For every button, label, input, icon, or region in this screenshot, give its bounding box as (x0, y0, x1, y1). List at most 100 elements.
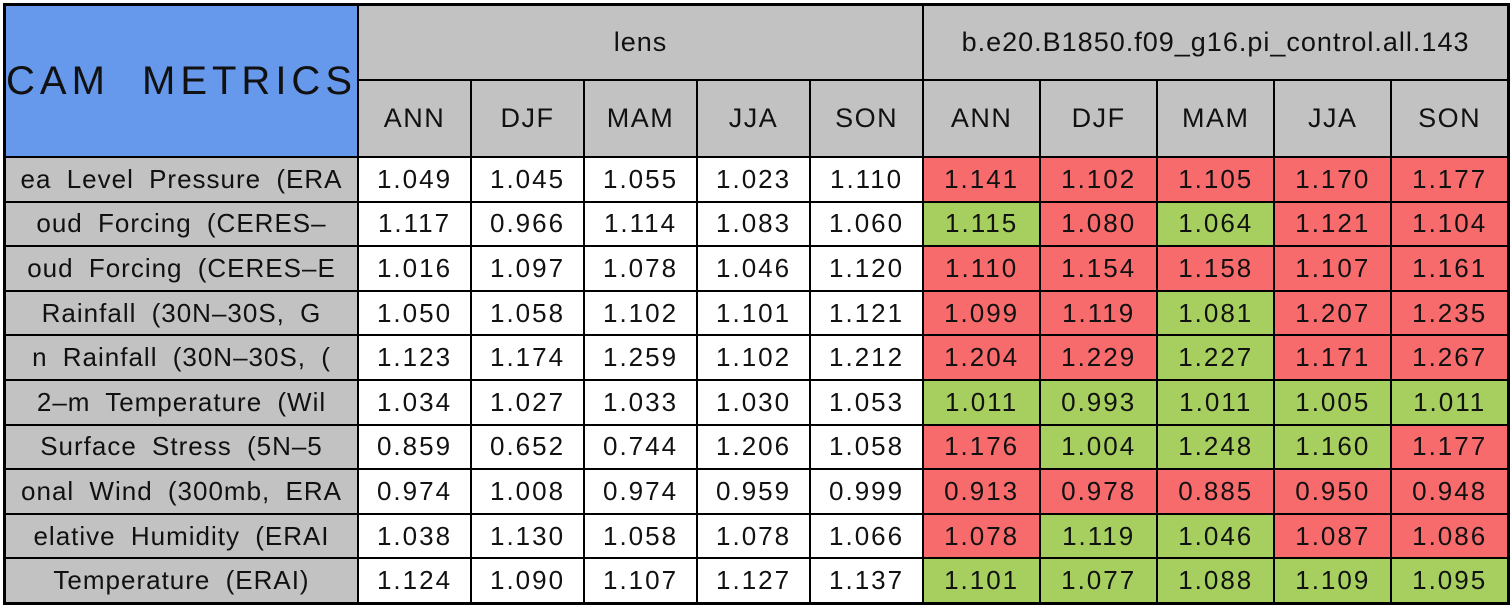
lens-value-cell: 1.130 (470, 512, 586, 560)
case-value-cell-red: 1.141 (922, 156, 1042, 203)
season-header-lens-ann: ANN (356, 78, 473, 159)
case-value-cell-red: 1.121 (1273, 200, 1393, 248)
case-value-cell-red: 1.158 (1156, 245, 1276, 292)
lens-value-cell: 1.090 (470, 557, 586, 605)
lens-value-cell: 1.053 (809, 378, 925, 426)
season-header-case-djf: DJF (1039, 78, 1159, 159)
case-value-cell-red: 1.177 (1390, 156, 1510, 203)
case-value-cell-red: 1.177 (1390, 423, 1510, 471)
case-value-cell-green: 1.064 (1156, 200, 1276, 248)
case-value-cell-red: 1.102 (1039, 156, 1159, 203)
lens-value-cell: 0.974 (356, 468, 473, 515)
case-value-cell-red: 1.104 (1390, 200, 1510, 248)
case-value-cell-red: 1.086 (1390, 512, 1510, 560)
case-value-cell-green: 1.109 (1273, 557, 1393, 605)
lens-value-cell: 1.110 (809, 156, 925, 203)
case-value-cell-green: 1.088 (1156, 557, 1276, 605)
cam-metrics-table: CAM METRICS lens b.e20.B1850.f09_g16.pi_… (3, 3, 1510, 605)
case-value-cell-red: 1.078 (922, 512, 1042, 560)
group-header-case: b.e20.B1850.f09_g16.pi_control.all.143 (922, 3, 1510, 81)
lens-value-cell: 1.121 (809, 289, 925, 337)
lens-value-cell: 1.078 (583, 245, 699, 292)
lens-value-cell: 1.114 (583, 200, 699, 248)
case-value-cell-red: 0.885 (1156, 468, 1276, 515)
case-value-cell-red: 1.110 (922, 245, 1042, 292)
cam-metrics-table-container: CAM METRICS lens b.e20.B1850.f09_g16.pi_… (3, 3, 1510, 605)
case-value-cell-green: 1.248 (1156, 423, 1276, 471)
lens-value-cell: 1.008 (470, 468, 586, 515)
metric-row: elative Humidity (ERAI 1.038 1.130 1.058 1.0… (3, 512, 1510, 560)
case-value-cell-red: 0.913 (922, 468, 1042, 515)
case-value-cell-red: 1.229 (1039, 334, 1159, 381)
case-value-cell-red: 1.107 (1273, 245, 1393, 292)
metric-row: oud Forcing (CERES–E 1.016 1.097 1.078 1.046… (3, 245, 1510, 292)
lens-value-cell: 0.974 (583, 468, 699, 515)
lens-value-cell: 1.259 (583, 334, 699, 381)
case-value-cell-red: 1.204 (922, 334, 1042, 381)
metric-label-cell: oud Forcing (CERES–E (3, 245, 359, 292)
case-value-cell-green: 1.005 (1273, 378, 1393, 426)
season-header-lens-mam: MAM (583, 78, 699, 159)
lens-value-cell: 1.058 (583, 512, 699, 560)
season-header-case-jja: JJA (1273, 78, 1393, 159)
lens-value-cell: 1.033 (583, 378, 699, 426)
lens-value-cell: 1.212 (809, 334, 925, 381)
case-value-cell-red: 1.087 (1273, 512, 1393, 560)
metric-row: Rainfall (30N–30S, G 1.050 1.058 1.102 1.101… (3, 289, 1510, 337)
lens-value-cell: 1.023 (696, 156, 812, 203)
lens-value-cell: 1.120 (809, 245, 925, 292)
case-value-cell-green: 1.081 (1156, 289, 1276, 337)
lens-value-cell: 0.959 (696, 468, 812, 515)
case-value-cell-green: 1.160 (1273, 423, 1393, 471)
lens-value-cell: 1.123 (356, 334, 473, 381)
season-header-lens-jja: JJA (696, 78, 812, 159)
lens-value-cell: 1.102 (583, 289, 699, 337)
lens-value-cell: 1.046 (696, 245, 812, 292)
lens-value-cell: 1.034 (356, 378, 473, 426)
season-header-case-ann: ANN (922, 78, 1042, 159)
metrics-body: ea Level Pressure (ERA 1.049 1.045 1.055 1.0… (3, 156, 1510, 605)
lens-value-cell: 1.058 (470, 289, 586, 337)
metric-label-cell: ea Level Pressure (ERA (3, 156, 359, 203)
case-value-cell-red: 1.105 (1156, 156, 1276, 203)
lens-value-cell: 1.030 (696, 378, 812, 426)
lens-value-cell: 1.050 (356, 289, 473, 337)
case-value-cell-green: 1.011 (1390, 378, 1510, 426)
metric-label-cell: 2–m Temperature (Wil (3, 378, 359, 426)
case-value-cell-green: 1.004 (1039, 423, 1159, 471)
lens-value-cell: 1.078 (696, 512, 812, 560)
lens-value-cell: 1.206 (696, 423, 812, 471)
case-value-cell-green: 1.095 (1390, 557, 1510, 605)
group-header-row: CAM METRICS lens b.e20.B1850.f09_g16.pi_… (3, 3, 1510, 158)
lens-value-cell: 1.117 (356, 200, 473, 248)
season-header-row: ANN DJF MAM JJA SON ANN DJF MAM JJA SON (5, 78, 1510, 159)
lens-value-cell: 0.652 (470, 423, 586, 471)
case-value-cell-red: 0.978 (1039, 468, 1159, 515)
lens-value-cell: 1.055 (583, 156, 699, 203)
metric-row: onal Wind (300mb, ERA 0.974 1.008 0.974 0.95… (3, 468, 1510, 515)
case-value-cell-red: 1.099 (922, 289, 1042, 337)
metric-row: ea Level Pressure (ERA 1.049 1.045 1.055 1.0… (3, 156, 1510, 203)
case-value-cell-green: 1.077 (1039, 557, 1159, 605)
lens-value-cell: 1.027 (470, 378, 586, 426)
lens-value-cell: 1.060 (809, 200, 925, 248)
metric-label-cell: n Rainfall (30N–30S, ( (3, 334, 359, 381)
case-value-cell-red: 1.080 (1039, 200, 1159, 248)
metric-label-cell: elative Humidity (ERAI (3, 512, 359, 560)
metric-label-cell: Surface Stress (5N–5 (3, 423, 359, 471)
metric-label-cell: oud Forcing (CERES– (3, 200, 359, 248)
case-value-cell-red: 1.207 (1273, 289, 1393, 337)
group-header-lens: lens (356, 3, 925, 81)
lens-value-cell: 1.038 (356, 512, 473, 560)
lens-value-cell: 1.097 (470, 245, 586, 292)
metric-row: 2–m Temperature (Wil 1.034 1.027 1.033 1.030… (3, 378, 1510, 426)
metric-label-cell: Temperature (ERAI) (3, 557, 359, 605)
case-value-cell-red: 1.170 (1273, 156, 1393, 203)
case-value-cell-red: 1.119 (1039, 289, 1159, 337)
case-value-cell-red: 0.950 (1273, 468, 1393, 515)
lens-value-cell: 1.101 (696, 289, 812, 337)
case-value-cell-red: 1.235 (1390, 289, 1510, 337)
metric-row: Surface Stress (5N–5 0.859 0.652 0.744 1.206… (3, 423, 1510, 471)
lens-value-cell: 1.083 (696, 200, 812, 248)
lens-value-cell: 0.999 (809, 468, 925, 515)
